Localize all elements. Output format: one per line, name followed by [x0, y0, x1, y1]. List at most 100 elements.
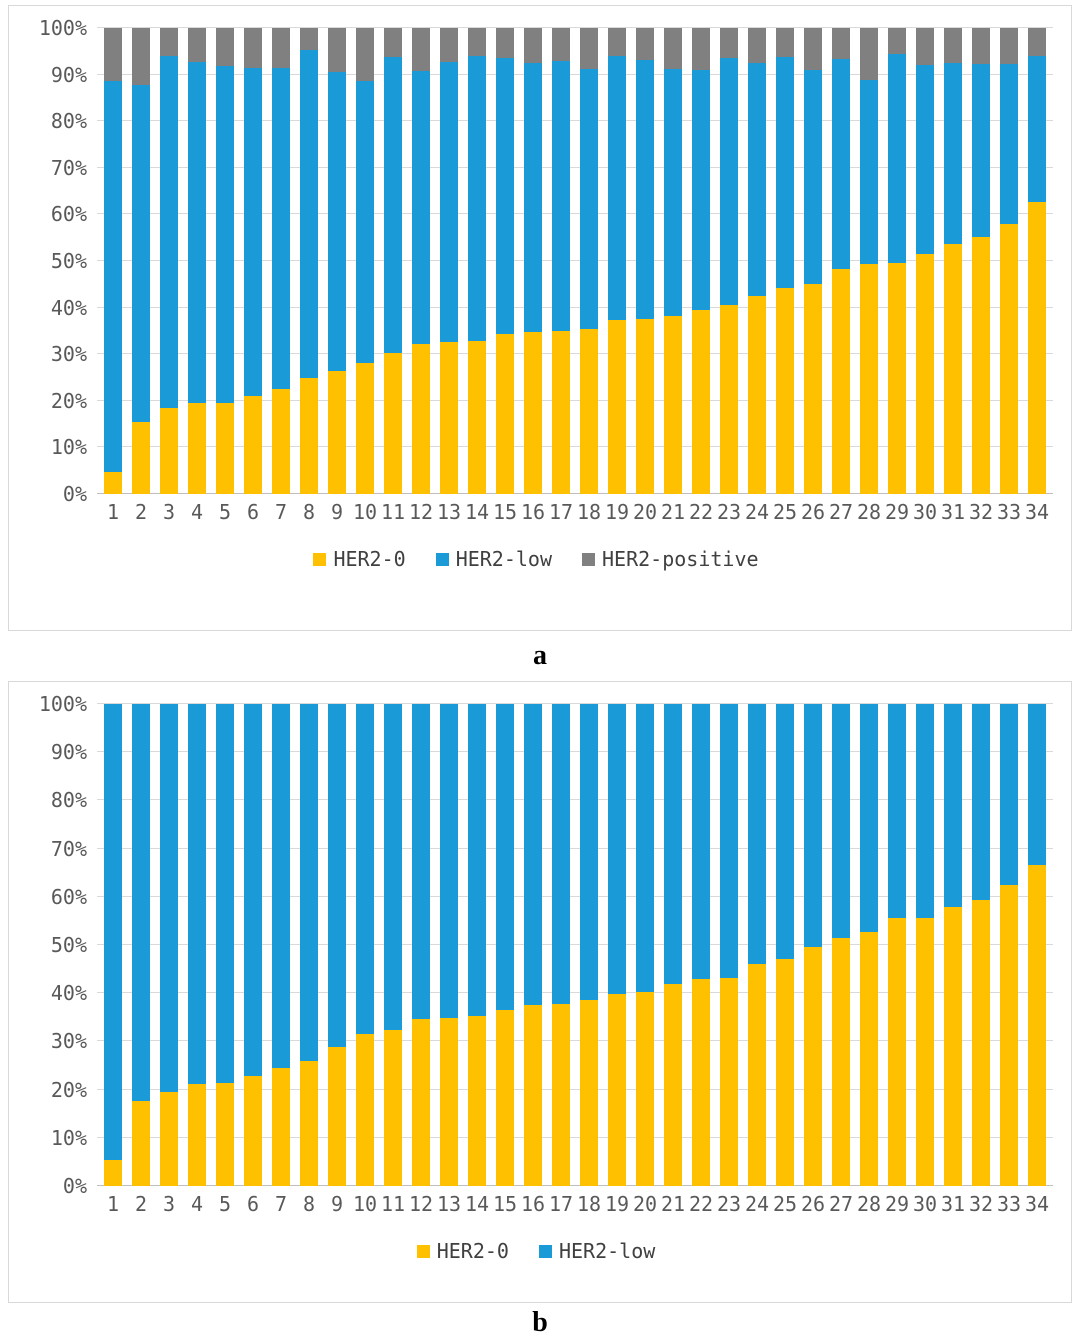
bar-segment-her2-0 [188, 402, 206, 494]
bar-segment-her2-low [384, 57, 402, 353]
stacked-bar-33 [1000, 704, 1018, 1186]
x-tick-label: 28 [856, 500, 882, 524]
x-tick-label: 15 [492, 1192, 518, 1216]
stacked-bar-20 [636, 28, 654, 494]
bar-segment-her2-low [272, 704, 290, 1068]
bar-segment-her2-0 [328, 1047, 346, 1186]
bar-segment-her2-positive [804, 28, 822, 70]
x-axis-labels: 1 2 3 4 5 6 7 8 9 10 11 12 13 14 15 16 17 18 19 20 21 22 23 24 2… [97, 494, 1053, 523]
x-tick-label: 20 [632, 1192, 658, 1216]
x-tick-label: 24 [744, 500, 770, 524]
bar-segment-her2-low [916, 64, 934, 254]
bar-segment-her2-0 [832, 937, 850, 1186]
stacked-bar-18 [580, 704, 598, 1186]
bar-column-8 [295, 28, 323, 494]
bar-segment-her2-0 [160, 407, 178, 494]
bar-segment-her2-0 [636, 319, 654, 494]
bar-segment-her2-low [356, 704, 374, 1034]
x-tick-label: 18 [576, 1192, 602, 1216]
bar-segment-her2-0 [244, 396, 262, 494]
bar-segment-her2-positive [328, 28, 346, 72]
bar-column-3 [155, 28, 183, 494]
stacked-bar-24 [748, 28, 766, 494]
legend: HER2-0 HER2-low HER2-positive [19, 549, 1053, 569]
bar-segment-her2-low [916, 704, 934, 918]
bar-segment-her2-0 [664, 984, 682, 1186]
bars [97, 28, 1053, 494]
bar-segment-her2-low [132, 84, 150, 422]
chart-area-b: 0% 10% 20% 30% 40% 50% 60% 70% 80% 90% 100% [19, 694, 1053, 1196]
x-tick-label: 2 [134, 500, 148, 524]
bar-segment-her2-0 [776, 288, 794, 494]
bar-segment-her2-0 [440, 342, 458, 494]
stacked-bar-19 [608, 28, 626, 494]
bar-segment-her2-0 [384, 1030, 402, 1186]
bar-segment-her2-positive [244, 28, 262, 69]
stacked-bar-11 [384, 28, 402, 494]
y-tick-label: 70% [50, 836, 87, 861]
bar-column-16 [519, 28, 547, 494]
bar-segment-her2-0 [1028, 202, 1046, 494]
bar-column-7 [267, 28, 295, 494]
bar-column-21 [659, 28, 687, 494]
legend-label: HER2-low [558, 1239, 656, 1263]
bar-column-23 [715, 28, 743, 494]
bar-segment-her2-positive [412, 28, 430, 71]
x-tick-label: 16 [520, 500, 546, 524]
legend-swatch-icon [582, 552, 596, 566]
x-tick-label: 30 [912, 500, 938, 524]
gridline-90 [97, 73, 1053, 75]
bar-segment-her2-positive [972, 28, 990, 64]
bar-segment-her2-low [412, 704, 430, 1019]
x-tick-label: 27 [828, 1192, 854, 1216]
bar-segment-her2-positive [496, 28, 514, 58]
bar-segment-her2-positive [160, 28, 178, 56]
bar-column-24 [743, 704, 771, 1186]
bar-segment-her2-0 [692, 978, 710, 1186]
bar-segment-her2-0 [608, 319, 626, 494]
bar-segment-her2-low [972, 704, 990, 900]
bar-segment-her2-low [160, 55, 178, 408]
bar-column-29 [883, 704, 911, 1186]
legend-item-her2-low: HER2-low [538, 1239, 656, 1263]
stacked-bar-15 [496, 28, 514, 494]
gridline-20 [97, 399, 1053, 401]
bar-segment-her2-0 [356, 362, 374, 494]
bar-segment-her2-low [160, 704, 178, 1093]
bar-segment-her2-low [552, 704, 570, 1005]
bar-segment-her2-positive [384, 28, 402, 58]
bar-column-21 [659, 704, 687, 1186]
bar-segment-her2-0 [1000, 884, 1018, 1186]
y-tick-label: 50% [50, 933, 87, 957]
legend-label: HER2-0 [436, 1239, 509, 1263]
bar-column-28 [855, 704, 883, 1186]
bar-column-5 [211, 28, 239, 494]
y-tick-label: 60% [50, 884, 87, 909]
bar-column-29 [883, 28, 911, 494]
gridline-10 [97, 1136, 1053, 1138]
bar-segment-her2-low [300, 704, 318, 1062]
bar-segment-her2-0 [104, 1159, 122, 1186]
stacked-bar-6 [244, 704, 262, 1186]
x-tick-label: 23 [716, 1192, 742, 1216]
gridline-50 [97, 260, 1053, 261]
plot-area [97, 27, 1053, 494]
bar-column-18 [575, 704, 603, 1186]
bar-segment-her2-positive [188, 28, 206, 62]
stacked-bar-20 [636, 704, 654, 1186]
x-tick-label: 8 [302, 1192, 316, 1216]
bar-segment-her2-0 [272, 388, 290, 494]
bar-segment-her2-low [496, 57, 514, 335]
bar-column-34 [1023, 704, 1051, 1186]
y-tick-label: 10% [50, 1125, 87, 1150]
gridline-10 [97, 446, 1053, 448]
y-tick-label: 100% [38, 16, 87, 40]
bar-column-18 [575, 28, 603, 494]
y-tick-label: 80% [50, 788, 87, 813]
legend-label: HER2-0 [333, 547, 406, 571]
x-tick-label: 24 [744, 1192, 770, 1216]
y-tick-label: 50% [50, 249, 87, 273]
bar-column-25 [771, 28, 799, 494]
bar-segment-her2-low [720, 704, 738, 978]
